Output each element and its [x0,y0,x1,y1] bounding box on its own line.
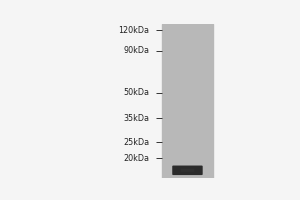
Text: 25kDa: 25kDa [123,138,150,147]
Text: 50kDa: 50kDa [124,88,150,97]
Text: 35kDa: 35kDa [124,114,150,123]
FancyBboxPatch shape [181,169,194,172]
Text: 20kDa: 20kDa [124,154,150,163]
Text: 120kDa: 120kDa [118,26,150,35]
Bar [162,24,213,178]
Text: 90kDa: 90kDa [124,46,150,55]
FancyBboxPatch shape [172,166,203,175]
